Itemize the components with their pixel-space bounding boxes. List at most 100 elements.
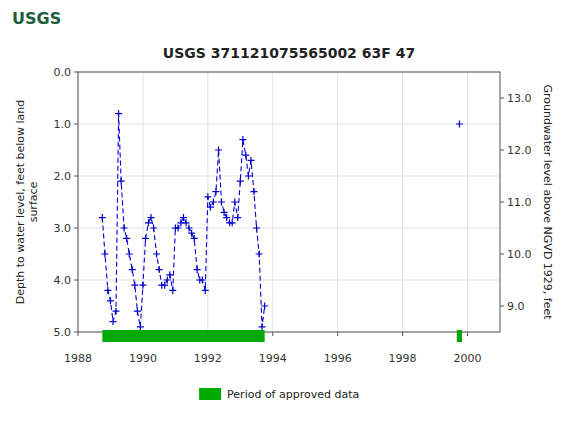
tick-label: 1988	[64, 352, 92, 365]
tick-label: 1998	[389, 352, 417, 365]
plot-data	[99, 110, 463, 330]
tick	[337, 332, 338, 336]
data-point	[166, 271, 173, 278]
axis-label: Groundwater level above NGVD 1929, feet	[541, 84, 554, 320]
tick-label: 12.0	[507, 144, 532, 157]
data-point	[210, 199, 217, 206]
approved-bands	[102, 330, 462, 342]
data-point	[153, 251, 160, 258]
data-point	[204, 193, 211, 200]
tick	[74, 72, 78, 73]
tick	[500, 202, 504, 203]
tick-label: 9.0	[507, 300, 525, 313]
tick	[500, 254, 504, 255]
tick	[74, 124, 78, 125]
tick	[78, 332, 79, 336]
data-point	[237, 178, 244, 185]
data-point	[253, 225, 260, 232]
approved-period	[457, 330, 462, 342]
tick	[74, 332, 78, 333]
grid-line	[78, 228, 500, 229]
data-point	[156, 266, 163, 273]
tick-label: 13.0	[507, 92, 532, 105]
data-point	[107, 297, 114, 304]
data-point	[104, 287, 111, 294]
grid-line	[207, 72, 208, 332]
data-point	[234, 214, 241, 221]
data-point	[248, 157, 255, 164]
tick-label: 11.0	[507, 196, 532, 209]
data-point	[148, 214, 155, 221]
legend-label: Period of approved data	[227, 388, 359, 401]
series	[99, 110, 268, 330]
tick	[402, 332, 403, 336]
tick-label: 4.0	[54, 274, 72, 287]
legend-swatch	[199, 388, 221, 400]
data-point	[150, 225, 157, 232]
series	[456, 121, 463, 128]
data-point	[456, 121, 463, 128]
grid-line	[78, 176, 500, 177]
tick	[467, 332, 468, 336]
data-point	[231, 199, 238, 206]
data-point	[139, 282, 146, 289]
tick	[500, 98, 504, 99]
chart: USGS USGS 371121075565002 63F 47 1988 1990 1…	[0, 0, 580, 430]
tick-label: 0.0	[54, 66, 72, 79]
data-point	[250, 188, 257, 195]
data-point	[245, 173, 252, 180]
axis-label-line: Depth to water level, feet below land	[14, 100, 27, 305]
data-point	[123, 235, 130, 242]
data-point	[110, 318, 117, 325]
data-point	[99, 214, 106, 221]
data-point	[118, 178, 125, 185]
data-point	[191, 235, 198, 242]
tick	[74, 280, 78, 281]
data-point	[115, 110, 122, 117]
legend: Period of approved data	[199, 388, 359, 401]
grid-line	[272, 72, 273, 332]
data-point	[101, 251, 108, 258]
grid-line	[78, 124, 500, 125]
plot-frame	[78, 72, 500, 332]
data-point	[129, 266, 136, 273]
data-point	[194, 266, 201, 273]
data-point	[169, 287, 176, 294]
tick	[500, 306, 504, 307]
axis-label: Depth to water level, feet below landsur…	[14, 100, 40, 305]
tick-label: 2.0	[54, 170, 72, 183]
data-point	[134, 308, 141, 315]
grid-line	[337, 72, 338, 332]
tick	[500, 150, 504, 151]
tick-label: 5.0	[54, 326, 72, 339]
y-axis: 0.01.02.03.04.05.0	[54, 66, 79, 339]
y2-axis: 9.0 10.0 11.0 12.0 13.0	[500, 92, 532, 313]
data-point	[142, 235, 149, 242]
data-point	[218, 199, 225, 206]
axis-label-line: surface	[27, 181, 40, 222]
data-point	[229, 219, 236, 226]
grid	[78, 72, 500, 332]
tick-label: 1.0	[54, 118, 72, 131]
tick-label: 1990	[129, 352, 157, 365]
data-point	[261, 303, 268, 310]
grid-line	[467, 72, 468, 332]
data-point	[202, 287, 209, 294]
data-point	[239, 136, 246, 143]
data-point	[242, 152, 249, 159]
tick-label: 10.0	[507, 248, 532, 261]
data-point	[259, 323, 266, 330]
tick-label: 2000	[454, 352, 482, 365]
tick	[74, 176, 78, 177]
tick-label: 1992	[194, 352, 222, 365]
tick-label: 1994	[259, 352, 287, 365]
tick	[272, 332, 273, 336]
title: USGS 371121075565002 63F 47	[163, 45, 415, 61]
approved-period	[102, 330, 264, 342]
data-point	[215, 147, 222, 154]
data-point	[212, 188, 219, 195]
data-point	[121, 225, 128, 232]
annotation: USGS	[12, 9, 61, 28]
data-line	[102, 114, 264, 327]
data-point	[137, 323, 144, 330]
